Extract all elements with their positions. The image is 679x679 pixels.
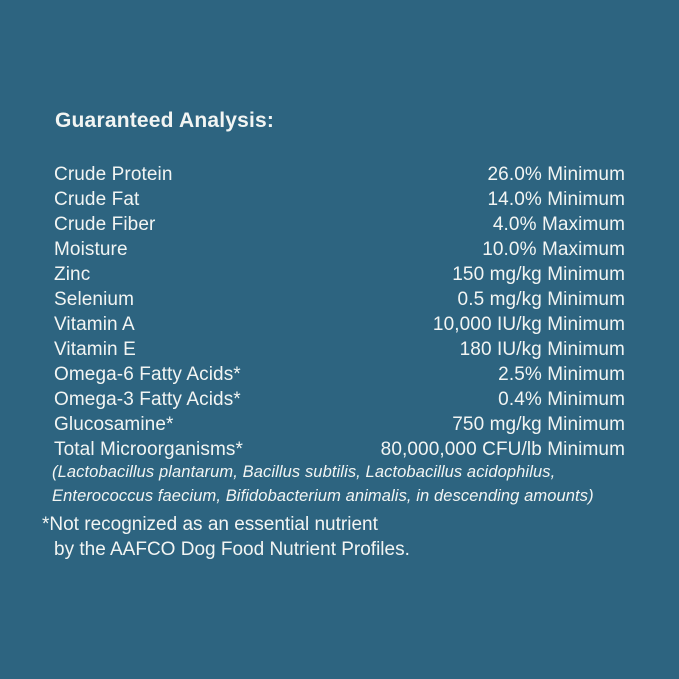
nutrient-value: 10.0% Maximum <box>482 239 625 260</box>
nutrient-value: 80,000,000 CFU/lb Minimum <box>380 439 625 460</box>
aafco-footnote: *Not recognized as an essential nutrient… <box>42 512 639 562</box>
nutrient-label: Crude Protein <box>54 164 173 185</box>
analysis-row: Moisture 10.0% Maximum <box>54 237 625 262</box>
analysis-row: Selenium 0.5 mg/kg Minimum <box>54 287 625 312</box>
nutrient-label: Total Microorganisms* <box>54 439 243 460</box>
species-note-line1: (Lactobacillus plantarum, Bacillus subti… <box>52 463 556 481</box>
analysis-table: Crude Protein 26.0% Minimum Crude Fat 14… <box>54 162 625 462</box>
nutrient-value: 4.0% Maximum <box>492 214 625 235</box>
nutrient-value: 750 mg/kg Minimum <box>452 414 625 435</box>
analysis-row: Zinc 150 mg/kg Minimum <box>54 262 625 287</box>
nutrient-label: Glucosamine* <box>54 414 174 435</box>
nutrient-value: 2.5% Minimum <box>498 364 625 385</box>
analysis-row: Crude Fat 14.0% Minimum <box>54 187 625 212</box>
nutrient-label: Omega-6 Fatty Acids* <box>54 364 241 385</box>
nutrient-label: Crude Fat <box>54 189 140 210</box>
analysis-row: Vitamin A 10,000 IU/kg Minimum <box>54 312 625 337</box>
nutrient-label: Crude Fiber <box>54 214 156 235</box>
nutrient-label: Moisture <box>54 239 128 260</box>
nutrient-value: 14.0% Minimum <box>487 189 625 210</box>
footnote-line1: *Not recognized as an essential nutrient <box>42 514 378 535</box>
nutrient-label: Zinc <box>54 264 91 285</box>
nutrient-value: 150 mg/kg Minimum <box>452 264 625 285</box>
analysis-row: Crude Protein 26.0% Minimum <box>54 162 625 187</box>
nutrient-label: Omega-3 Fatty Acids* <box>54 389 241 410</box>
analysis-row: Total Microorganisms* 80,000,000 CFU/lb … <box>54 437 625 462</box>
nutrient-value: 10,000 IU/kg Minimum <box>432 314 625 335</box>
analysis-row: Omega-3 Fatty Acids* 0.4% Minimum <box>54 387 625 412</box>
nutrient-value: 0.5 mg/kg Minimum <box>457 289 625 310</box>
footnote-line2: by the AAFCO Dog Food Nutrient Profiles. <box>54 539 410 560</box>
nutrient-value: 180 IU/kg Minimum <box>459 339 625 360</box>
nutrient-label: Vitamin E <box>54 339 136 360</box>
analysis-row: Crude Fiber 4.0% Maximum <box>54 212 625 237</box>
species-note-line2: Enterococcus faecium, Bifidobacterium an… <box>52 487 594 505</box>
nutrient-value: 26.0% Minimum <box>487 164 625 185</box>
analysis-row: Glucosamine* 750 mg/kg Minimum <box>54 412 625 437</box>
nutrient-label: Vitamin A <box>54 314 135 335</box>
analysis-row: Vitamin E 180 IU/kg Minimum <box>54 337 625 362</box>
nutrient-label: Selenium <box>54 289 135 310</box>
nutrient-value: 0.4% Minimum <box>498 389 625 410</box>
analysis-row: Omega-6 Fatty Acids* 2.5% Minimum <box>54 362 625 387</box>
microorganisms-species-note: (Lactobacillus plantarum, Bacillus subti… <box>52 460 639 508</box>
guaranteed-analysis-title: Guaranteed Analysis: <box>55 109 275 132</box>
